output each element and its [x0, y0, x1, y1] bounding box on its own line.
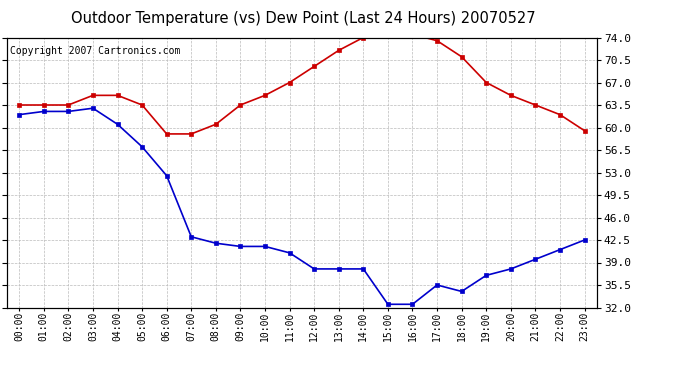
- Text: Copyright 2007 Cartronics.com: Copyright 2007 Cartronics.com: [10, 46, 180, 56]
- Text: Outdoor Temperature (vs) Dew Point (Last 24 Hours) 20070527: Outdoor Temperature (vs) Dew Point (Last…: [71, 11, 536, 26]
